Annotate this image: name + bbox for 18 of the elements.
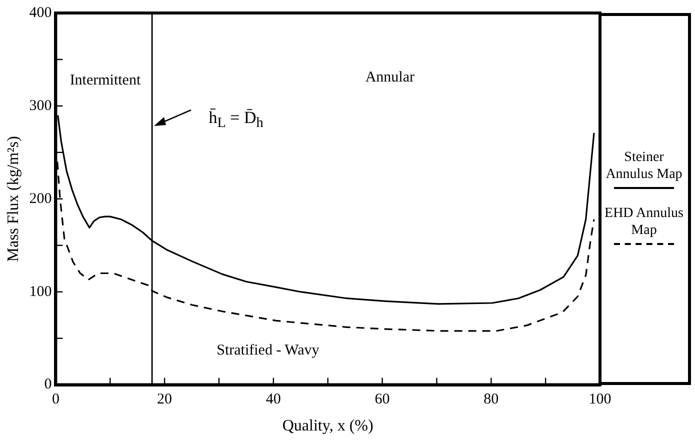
y-tick-label: 300 — [29, 98, 52, 114]
x-axis-title: Quality, x (%) — [282, 418, 374, 435]
y-tick-label: 100 — [29, 284, 52, 300]
series-label: EHD Annulus Map — [604, 204, 684, 239]
annotation: Stratified - Wavy — [216, 342, 320, 360]
annotation: Intermittent — [70, 72, 141, 90]
y-tick-label: 0 — [44, 376, 52, 393]
series-label: Steiner Annulus Map — [604, 148, 684, 183]
x-tick-label: 60 — [374, 392, 390, 408]
y-tick-label: 200 — [29, 190, 52, 207]
y-tick-label: 400 — [29, 4, 52, 21]
y-axis-title: Mass Flux (kg/m²s) — [4, 136, 22, 262]
x-tick-label: 20 — [157, 392, 172, 408]
annotation: Annular — [365, 70, 414, 87]
ref-line-label: h̄$_{L}$ = D̄$_{h}$ — [208, 107, 264, 132]
x-tick-label: 40 — [266, 392, 281, 408]
x-tick-label: 100 — [588, 392, 612, 408]
x-tick-label: 80 — [484, 392, 499, 408]
